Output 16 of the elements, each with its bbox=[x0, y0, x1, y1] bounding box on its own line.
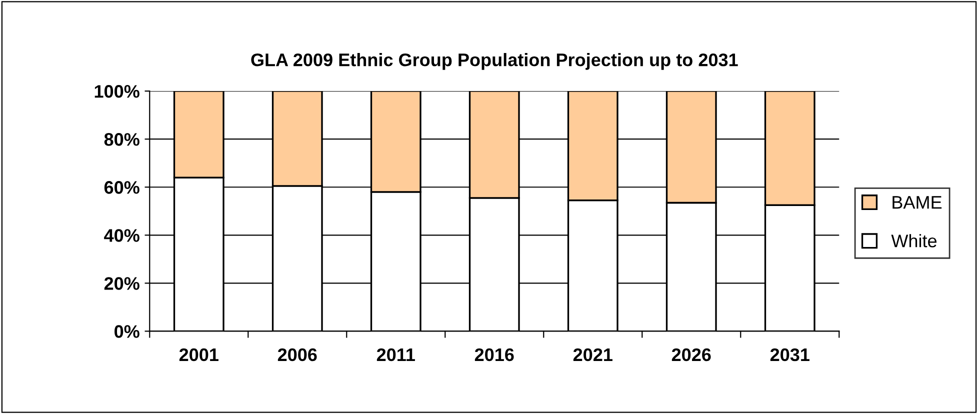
y-tick-label: 40% bbox=[104, 229, 140, 242]
x-tick-label: 2006 bbox=[278, 348, 317, 362]
y-tick-label: 100% bbox=[94, 85, 140, 98]
chart-title: GLA 2009 Ethnic Group Population Projection up to 2031 bbox=[251, 52, 738, 70]
legend-label: BAME bbox=[892, 196, 942, 209]
legend-label: White bbox=[891, 234, 937, 248]
x-tick-label: 2021 bbox=[573, 348, 612, 362]
x-tick-label: 2031 bbox=[770, 348, 810, 362]
y-tick-label: 0% bbox=[114, 325, 140, 338]
y-tick-label: 80% bbox=[104, 133, 140, 146]
x-tick-label: 2011 bbox=[376, 348, 415, 362]
x-tick-label: 2001 bbox=[179, 348, 218, 362]
x-tick-label: 2026 bbox=[672, 348, 711, 362]
y-tick-label: 20% bbox=[104, 277, 140, 290]
y-tick-label: 60% bbox=[104, 181, 140, 194]
x-tick-label: 2016 bbox=[474, 348, 514, 362]
